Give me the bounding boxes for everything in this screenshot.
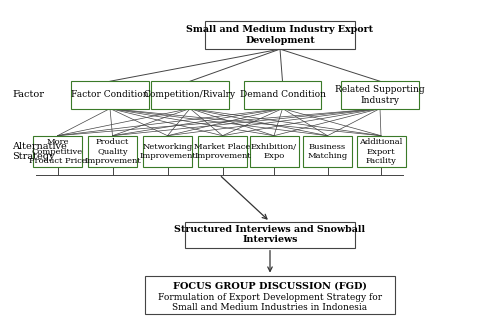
FancyBboxPatch shape — [151, 81, 229, 109]
Text: More
Competitive
Product Price: More Competitive Product Price — [28, 138, 86, 165]
FancyBboxPatch shape — [72, 81, 149, 109]
FancyBboxPatch shape — [341, 81, 419, 109]
Text: Structured Interviews and Snowball
Interviews: Structured Interviews and Snowball Inter… — [174, 225, 366, 244]
Text: Networking
Improvement: Networking Improvement — [139, 143, 196, 160]
Text: Related Supporting
Industry: Related Supporting Industry — [335, 85, 425, 105]
FancyBboxPatch shape — [244, 81, 321, 109]
Text: FOCUS GROUP DISCUSSION (FGD): FOCUS GROUP DISCUSSION (FGD) — [173, 282, 367, 291]
Text: Factor Condition: Factor Condition — [71, 90, 149, 100]
Text: Competition/Rivalry: Competition/Rivalry — [144, 90, 236, 100]
Text: Market Place
Improvement: Market Place Improvement — [194, 143, 251, 160]
FancyBboxPatch shape — [143, 136, 192, 167]
FancyBboxPatch shape — [185, 222, 355, 248]
Text: Formulation of Export Development Strategy for
Small and Medium Industries in In: Formulation of Export Development Strate… — [158, 293, 382, 312]
Text: Factor: Factor — [12, 90, 44, 100]
Text: Product
Quality
Improvement: Product Quality Improvement — [84, 138, 141, 165]
FancyBboxPatch shape — [205, 21, 355, 49]
FancyBboxPatch shape — [250, 136, 298, 167]
FancyBboxPatch shape — [356, 136, 406, 167]
Text: Additional
Export
Facility: Additional Export Facility — [360, 138, 403, 165]
FancyBboxPatch shape — [198, 136, 247, 167]
FancyBboxPatch shape — [88, 136, 137, 167]
Text: Business
Matching: Business Matching — [308, 143, 348, 160]
FancyBboxPatch shape — [33, 136, 82, 167]
FancyBboxPatch shape — [303, 136, 352, 167]
Text: Small and Medium Industry Export
Development: Small and Medium Industry Export Develop… — [186, 25, 374, 45]
FancyBboxPatch shape — [145, 276, 395, 314]
Text: Alternative
Strategy: Alternative Strategy — [12, 142, 67, 161]
Text: Exhibition/
Expo: Exhibition/ Expo — [251, 143, 297, 160]
Text: Demand Condition: Demand Condition — [240, 90, 326, 100]
